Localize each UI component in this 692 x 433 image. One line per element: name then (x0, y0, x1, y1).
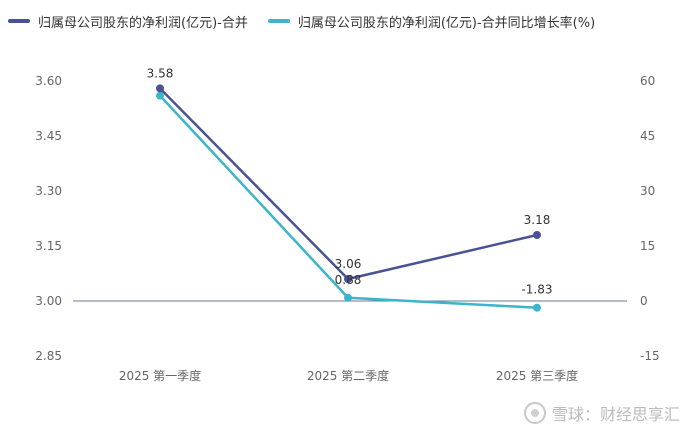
y-left-tick-label: 3.30 (35, 184, 62, 198)
legend-item-growth-rate[interactable]: 归属母公司股东的净利润(亿元)-合并同比增长率(%) (267, 12, 596, 31)
data-label-growth-rate: 0.88 (335, 273, 362, 287)
y-left-tick-label: 2.85 (35, 349, 62, 363)
data-point-growth-rate (344, 293, 352, 302)
legend-swatch-growth-rate (267, 19, 290, 23)
legend-label-growth-rate: 归属母公司股东的净利润(亿元)-合并同比增长率(%) (297, 15, 596, 31)
data-point-net-profit (156, 84, 164, 93)
data-point-net-profit (533, 231, 541, 239)
data-label-net-profit: 3.18 (524, 213, 551, 227)
y-left-tick-label: 3.60 (35, 74, 62, 88)
legend: 归属母公司股东的净利润(亿元)-合并 归属母公司股东的净利润(亿元)-合并同比增… (8, 10, 615, 32)
data-label-net-profit: 3.06 (335, 257, 362, 271)
y-right-tick-label: 15 (640, 239, 655, 253)
y-left-tick-label: 3.15 (35, 239, 62, 253)
y-left-tick-label: 3.00 (35, 294, 62, 308)
series-line-net-profit (159, 87, 538, 281)
legend-item-net-profit[interactable]: 归属母公司股东的净利润(亿元)-合并 (8, 12, 248, 31)
legend-label-net-profit: 归属母公司股东的净利润(亿元)-合并 (38, 15, 248, 31)
x-tick-label: 2025 第二季度 (307, 368, 389, 383)
x-tick-label: 2025 第三季度 (496, 368, 578, 383)
y-right-tick-label: 60 (640, 74, 655, 88)
y-right-tick-label: 30 (640, 184, 655, 198)
watermark-text: 雪球：财经思享汇 (551, 405, 680, 424)
data-label-net-profit: 3.58 (147, 66, 174, 80)
x-tick-label: 2025 第一季度 (119, 368, 201, 383)
y-right-tick-label: -15 (640, 349, 660, 363)
data-point-net-profit (344, 275, 352, 283)
data-label-growth-rate: -1.83 (521, 283, 552, 297)
y-left-tick-label: 3.45 (35, 129, 62, 143)
y-right-tick-label: 45 (640, 129, 655, 143)
legend-swatch-net-profit (8, 19, 30, 23)
watermark: 雪球：财经思享汇 (523, 401, 680, 425)
data-point-growth-rate (156, 91, 164, 100)
data-point-growth-rate (533, 303, 541, 312)
y-right-tick-label: 0 (640, 294, 648, 308)
snowball-logo-icon (523, 402, 546, 424)
